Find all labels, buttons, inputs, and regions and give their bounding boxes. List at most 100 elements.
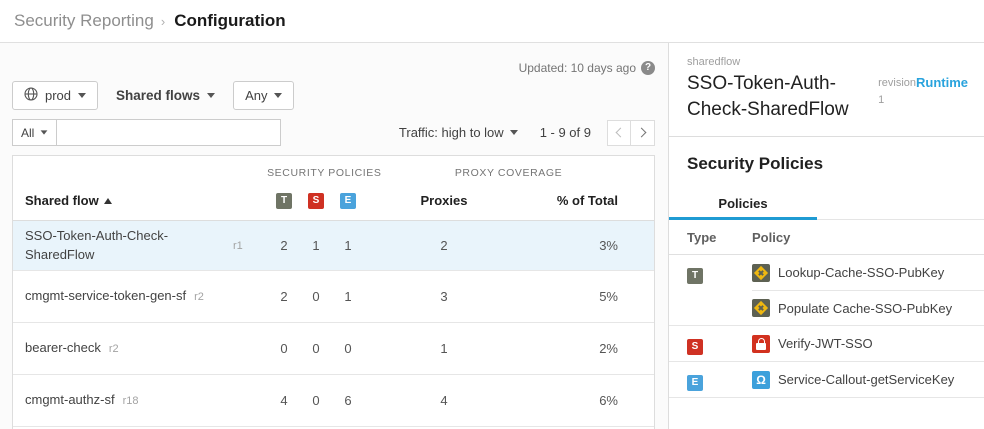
proxies-column-header: Proxies bbox=[420, 193, 468, 208]
policy-item[interactable]: Service-Callout-getServiceKey bbox=[752, 362, 984, 397]
report-main: Updated: 10 days ago prod Shared flows bbox=[0, 43, 660, 429]
security-badge: S bbox=[687, 339, 703, 356]
extension-badge: E bbox=[687, 375, 703, 392]
search-input[interactable] bbox=[57, 120, 280, 145]
t-count: 4 bbox=[280, 393, 288, 408]
flow-name: bearer-check bbox=[25, 340, 101, 356]
traffic-sort-label: Traffic: high to low bbox=[398, 125, 504, 140]
chevron-down-icon bbox=[509, 130, 518, 135]
any-filter-label: Any bbox=[245, 88, 268, 103]
proxy-coverage-group-header: PROXY COVERAGE bbox=[454, 167, 563, 179]
s-count: 0 bbox=[312, 289, 320, 304]
tab-policies[interactable]: Policies bbox=[669, 189, 817, 221]
policy-group-extension: E Service-Callout-getServiceKey bbox=[669, 362, 984, 399]
detail-header: sharedflow SSO-Token-Auth-Check-SharedFl… bbox=[669, 43, 984, 138]
pagination-range: 1 - 9 of 9 bbox=[539, 125, 591, 140]
proxies-count: 1 bbox=[440, 341, 448, 356]
traffic-mgmt-badge: T bbox=[687, 268, 703, 285]
s-count: 0 bbox=[312, 341, 320, 356]
table-row[interactable]: cmgmt-authz-sf r18 4 0 6 4 6% bbox=[13, 375, 654, 427]
t-count: 2 bbox=[280, 238, 288, 253]
revision-label: revision bbox=[878, 77, 916, 89]
proxies-count: 4 bbox=[440, 393, 448, 408]
detail-panel: sharedflow SSO-Token-Auth-Check-SharedFl… bbox=[668, 43, 984, 429]
traffic-sort-dropdown[interactable]: Traffic: high to low bbox=[399, 125, 518, 140]
e-count: 0 bbox=[344, 341, 352, 356]
t-count: 2 bbox=[280, 289, 288, 304]
cache-icon bbox=[752, 299, 770, 318]
table-column-header: Shared flow T S E Proxies % of Total bbox=[13, 181, 654, 221]
security-badge: S bbox=[308, 192, 324, 209]
type-column-header: Type bbox=[687, 230, 717, 246]
search-scope-dropdown[interactable]: All bbox=[13, 120, 58, 145]
policy-item[interactable]: Populate Cache-SSO-PubKey bbox=[752, 290, 984, 325]
table-row[interactable]: bearer-check r2 0 0 0 1 2% bbox=[13, 323, 654, 375]
section-title: Security Policies bbox=[687, 154, 824, 174]
asset-type-dropdown[interactable]: Shared flows bbox=[116, 88, 216, 103]
chevron-left-icon bbox=[615, 127, 626, 138]
help-icon[interactable] bbox=[641, 61, 655, 75]
environment-dropdown[interactable]: prod bbox=[12, 81, 99, 110]
shared-flows-table: SECURITY POLICIES PROXY COVERAGE Shared … bbox=[12, 155, 655, 429]
runtime-link[interactable]: Runtime bbox=[916, 75, 968, 90]
tab-bar: Policies bbox=[669, 189, 984, 221]
asset-type-label: Shared flows bbox=[116, 88, 201, 103]
sort-ascending-icon bbox=[103, 197, 112, 204]
globe-icon bbox=[24, 87, 38, 104]
chevron-down-icon bbox=[207, 93, 216, 98]
table-group-header: SECURITY POLICIES PROXY COVERAGE bbox=[13, 156, 654, 181]
next-page-button[interactable] bbox=[631, 119, 655, 146]
breadcrumb: Security Reporting › Configuration bbox=[0, 0, 984, 43]
pct-of-total: 5% bbox=[599, 289, 618, 304]
e-count: 6 bbox=[344, 393, 352, 408]
proxies-count: 2 bbox=[440, 238, 448, 253]
pct-total-column-header: % of Total bbox=[556, 193, 618, 208]
pagination bbox=[607, 119, 655, 146]
e-count: 1 bbox=[344, 238, 352, 253]
policy-group-security: S Verify-JWT-SSO bbox=[669, 326, 984, 363]
breadcrumb-separator-icon: › bbox=[160, 13, 166, 29]
flow-name: cmgmt-authz-sf bbox=[25, 392, 115, 408]
revision-value: 1 bbox=[878, 93, 885, 106]
extension-badge: E bbox=[340, 192, 356, 209]
chevron-right-icon bbox=[636, 127, 646, 138]
policy-item[interactable]: Verify-JWT-SSO bbox=[752, 326, 984, 361]
s-count: 1 bbox=[312, 238, 320, 253]
service-callout-icon bbox=[752, 370, 770, 389]
pct-of-total: 2% bbox=[599, 341, 618, 356]
shared-flow-column-header[interactable]: Shared flow bbox=[13, 193, 268, 208]
proxies-count: 3 bbox=[440, 289, 448, 304]
environment-label: prod bbox=[45, 88, 72, 103]
chevron-down-icon bbox=[40, 130, 48, 135]
flow-revision: r2 bbox=[194, 290, 204, 303]
detail-title: SSO-Token-Auth-Check-SharedFlow bbox=[687, 73, 849, 120]
policy-column-header: Policy bbox=[752, 230, 791, 246]
policy-group-traffic: T Lookup-Cache-SSO-PubKey Populate Cache… bbox=[669, 255, 984, 327]
page-title: Configuration bbox=[174, 11, 286, 30]
any-filter-dropdown[interactable]: Any bbox=[233, 81, 295, 110]
prev-page-button[interactable] bbox=[607, 119, 631, 146]
policies-table-header: Type Policy bbox=[669, 220, 984, 256]
flow-name: cmgmt-service-token-gen-sf bbox=[25, 288, 187, 304]
table-row[interactable]: cmgmt-service-token-gen-sf r2 2 0 1 3 5% bbox=[13, 271, 654, 323]
security-policies-group-header: SECURITY POLICIES bbox=[267, 167, 382, 179]
traffic-mgmt-badge: T bbox=[276, 192, 292, 209]
cache-icon bbox=[752, 263, 770, 282]
search-group: All bbox=[12, 119, 281, 146]
policy-item[interactable]: Lookup-Cache-SSO-PubKey bbox=[752, 255, 984, 290]
pct-of-total: 3% bbox=[599, 238, 618, 253]
table-row[interactable]: SSO-Token-Auth-Check-SharedFlow r1 2 1 1… bbox=[13, 221, 654, 271]
s-count: 0 bbox=[312, 393, 320, 408]
chevron-down-icon bbox=[78, 93, 87, 98]
flow-revision: r18 bbox=[122, 394, 139, 407]
updated-timestamp: Updated: 10 days ago bbox=[518, 61, 636, 75]
flow-revision: r1 bbox=[233, 239, 243, 252]
flow-revision: r2 bbox=[108, 342, 119, 355]
e-count: 1 bbox=[344, 289, 352, 304]
pct-of-total: 6% bbox=[599, 393, 618, 408]
breadcrumb-parent[interactable]: Security Reporting bbox=[14, 11, 154, 30]
chevron-down-icon bbox=[274, 93, 283, 98]
search-scope-label: All bbox=[21, 125, 35, 140]
lock-icon bbox=[752, 334, 770, 353]
